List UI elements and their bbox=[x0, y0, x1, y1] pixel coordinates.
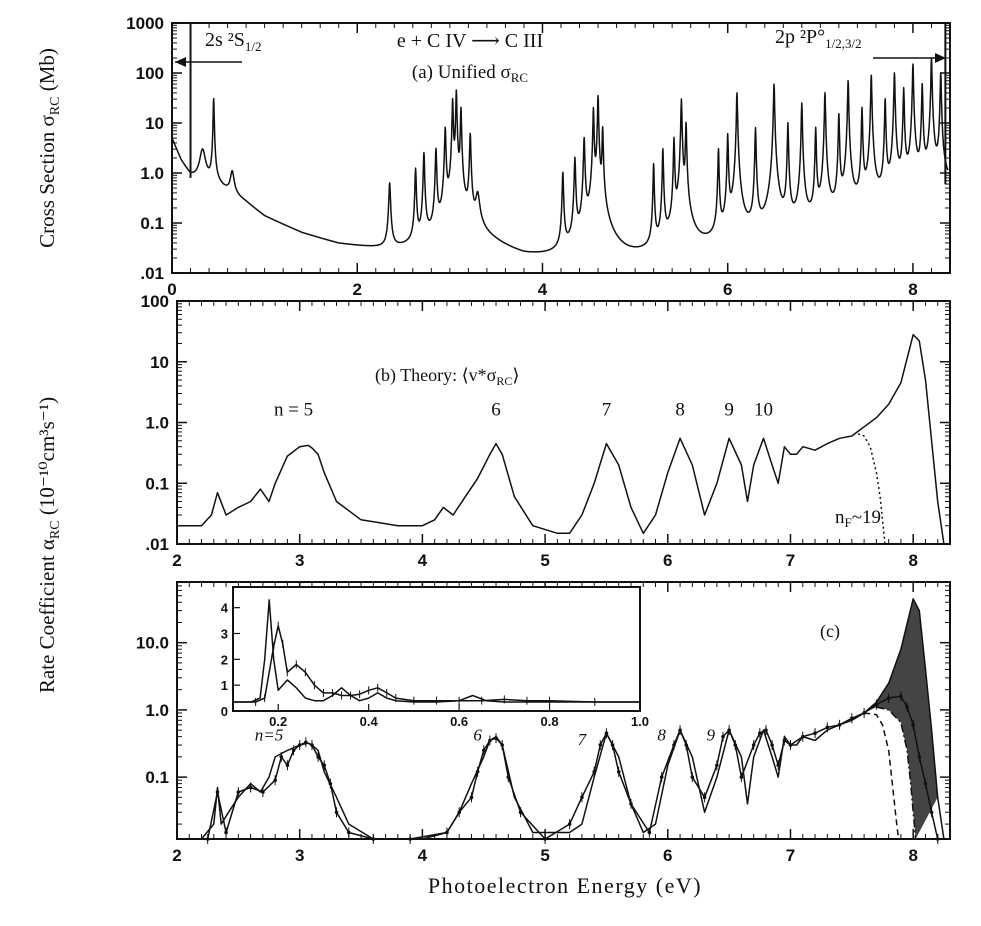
x-tick-label: 0 bbox=[167, 280, 176, 299]
x-tick-label: 5 bbox=[540, 846, 549, 865]
y-tick-label: 100 bbox=[136, 64, 164, 83]
inset-y-tick-label: 2 bbox=[221, 652, 228, 667]
x-tick-label: 2 bbox=[353, 280, 362, 299]
panel-c-n-labels: n=5 6 7 8 9 bbox=[255, 726, 716, 749]
x-tick-label: 7 bbox=[786, 551, 795, 570]
x-tick-label: 2 bbox=[172, 551, 181, 570]
y-tick-label: 10 bbox=[145, 114, 164, 133]
panel-c: 2 3 4 5 6 7 80.11.010.0 (c) n=5 6 7 8 9 0.2 0.4 0.6 0… bbox=[136, 581, 951, 865]
y-tick-label: 100 bbox=[141, 292, 169, 311]
arrow-left-icon bbox=[175, 57, 242, 67]
x-tick-label: 6 bbox=[663, 551, 672, 570]
inset-x-tick-label: 1.0 bbox=[631, 714, 649, 729]
y-tick-label: 1.0 bbox=[145, 414, 169, 433]
y-axis-label-cross-section: Cross Section σRC (Mb) bbox=[35, 48, 63, 248]
inset-x-tick-label: 0.8 bbox=[541, 714, 559, 729]
n-label: 7 bbox=[602, 400, 612, 421]
n-label: 6 bbox=[491, 400, 501, 421]
y-tick-label: 1.0 bbox=[140, 164, 164, 183]
arrow-right-icon bbox=[873, 53, 946, 63]
inset-ticks: 0.2 0.4 0.6 0.8 1.0 0 1 2 3 4 bbox=[221, 601, 649, 729]
series-cutoff-n-f-19 bbox=[857, 433, 886, 545]
experiment-line bbox=[206, 695, 939, 840]
n-label: 6 bbox=[473, 726, 482, 745]
x-tick-label: 8 bbox=[908, 551, 917, 570]
inset-frame bbox=[232, 586, 641, 712]
x-axis-label: Photoelectron Energy (eV) bbox=[428, 873, 702, 898]
cross-section-line bbox=[171, 57, 949, 253]
y-tick-label: 1.0 bbox=[145, 701, 169, 720]
panel-b-theory-curves bbox=[177, 333, 945, 545]
inset-x-tick-label: 0.6 bbox=[450, 714, 468, 729]
inset-y-tick-label: 1 bbox=[221, 678, 228, 693]
y-tick-label: .01 bbox=[140, 264, 164, 283]
panel-a-ticks: 0 2 4 6 8 .01 0.1 1.0 10 100 1000 bbox=[126, 14, 951, 299]
panel-b-n-labels: n = 5 6 7 8 9 10 nF~19 bbox=[274, 400, 881, 531]
n-label: n = 5 bbox=[274, 400, 313, 421]
x-tick-label: 8 bbox=[908, 280, 917, 299]
n-label: nF~19 bbox=[835, 507, 881, 530]
x-tick-label: 7 bbox=[786, 846, 795, 865]
panel-b-ticks: 2 3 4 5 6 7 8 .01 0.1 1.0 10 100 bbox=[141, 292, 951, 570]
panel-a-title: e + C IV ⟶ C III bbox=[397, 30, 543, 52]
y-tick-label: 0.1 bbox=[145, 474, 169, 493]
y-tick-label: 1000 bbox=[126, 14, 164, 33]
x-tick-label: 6 bbox=[663, 846, 672, 865]
n-label: 10 bbox=[754, 400, 773, 421]
annotation-2s-threshold: 2s ²S1/2 bbox=[205, 29, 262, 54]
inset-curves bbox=[232, 599, 641, 706]
panel-a-cross-section-curve bbox=[171, 23, 949, 253]
series-dashed bbox=[864, 712, 900, 840]
annotation-2p-threshold: 2p ²P°1/2,3/2 bbox=[775, 26, 862, 51]
series-theory bbox=[177, 333, 945, 545]
x-tick-label: 4 bbox=[418, 846, 428, 865]
x-tick-label: 3 bbox=[295, 846, 304, 865]
panel-a-frame bbox=[171, 22, 951, 274]
panel-c-title: (c) bbox=[820, 621, 840, 642]
series-dash-dot bbox=[876, 706, 917, 840]
x-tick-label: 4 bbox=[418, 551, 428, 570]
x-tick-label: 8 bbox=[908, 846, 917, 865]
y-tick-label: .01 bbox=[145, 535, 169, 554]
n-label: 8 bbox=[657, 726, 666, 745]
inset-y-tick-label: 0 bbox=[221, 704, 228, 719]
n-label: n=5 bbox=[255, 726, 283, 745]
inset-x-tick-label: 0.4 bbox=[360, 714, 379, 729]
inset-y-tick-label: 4 bbox=[221, 601, 229, 616]
panel-a: 0 2 4 6 8 .01 0.1 1.0 10 100 1000 e + C IV ⟶ C III… bbox=[126, 14, 951, 299]
x-tick-label: 4 bbox=[538, 280, 548, 299]
panel-b-title: (b) Theory: ⟨v*σRC⟩ bbox=[375, 365, 519, 388]
panel-a-subtitle: (a) Unified σRC bbox=[412, 62, 528, 85]
panel-c-curves bbox=[177, 598, 945, 844]
n-label: 9 bbox=[706, 726, 715, 745]
y-tick-label: 10 bbox=[150, 353, 169, 372]
panel-b: 2 3 4 5 6 7 8 .01 0.1 1.0 10 100 (b) Theory: ⟨v*σRC… bbox=[141, 292, 951, 570]
x-tick-label: 5 bbox=[540, 551, 549, 570]
inset-y-tick-label: 3 bbox=[221, 627, 228, 642]
n-label: 8 bbox=[675, 400, 685, 421]
n-label: 9 bbox=[724, 400, 734, 421]
y-tick-label: 0.1 bbox=[145, 768, 169, 787]
inset-x-tick-label: 0.2 bbox=[269, 714, 287, 729]
x-tick-label: 2 bbox=[172, 846, 181, 865]
shaded-peak-region bbox=[864, 598, 938, 839]
y-tick-label: 10.0 bbox=[136, 634, 169, 653]
y-axis-label-rate-coefficient: Rate Coefficient αRC (10⁻¹⁰cm³s⁻¹) bbox=[35, 397, 63, 693]
y-tick-label: 0.1 bbox=[140, 214, 164, 233]
x-tick-label: 6 bbox=[723, 280, 732, 299]
x-tick-label: 3 bbox=[295, 551, 304, 570]
inset-experiment-line bbox=[233, 625, 640, 703]
n-label: 7 bbox=[578, 730, 588, 749]
panel-c-inset: 0.2 0.4 0.6 0.8 1.0 0 1 2 3 4 bbox=[221, 586, 649, 729]
